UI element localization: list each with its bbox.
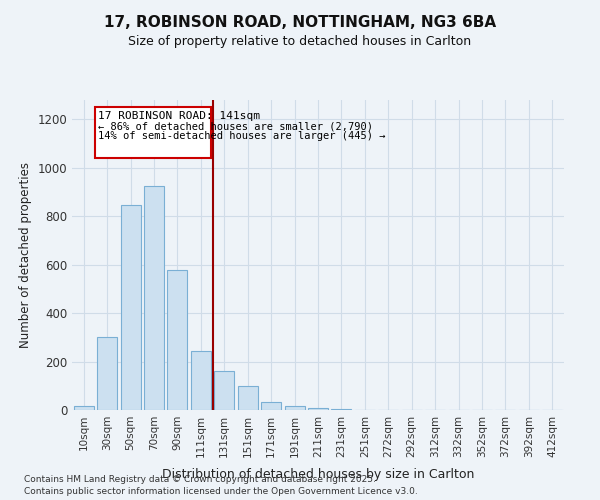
- Bar: [214, 371, 234, 410]
- Bar: [121, 206, 140, 410]
- Text: Size of property relative to detached houses in Carlton: Size of property relative to detached ho…: [128, 35, 472, 48]
- Y-axis label: Number of detached properties: Number of detached properties: [19, 162, 32, 348]
- Text: ← 86% of detached houses are smaller (2,790): ← 86% of detached houses are smaller (2,…: [98, 122, 373, 132]
- Bar: [167, 270, 187, 410]
- Bar: [97, 338, 117, 410]
- Text: 14% of semi-detached houses are larger (445) →: 14% of semi-detached houses are larger (…: [98, 132, 385, 141]
- Bar: [284, 406, 305, 410]
- X-axis label: Distribution of detached houses by size in Carlton: Distribution of detached houses by size …: [162, 468, 474, 481]
- Bar: [74, 406, 94, 410]
- Bar: [261, 402, 281, 410]
- Bar: [238, 386, 257, 410]
- Bar: [144, 186, 164, 410]
- Text: 17, ROBINSON ROAD, NOTTINGHAM, NG3 6BA: 17, ROBINSON ROAD, NOTTINGHAM, NG3 6BA: [104, 15, 496, 30]
- Text: Contains public sector information licensed under the Open Government Licence v3: Contains public sector information licen…: [24, 488, 418, 496]
- Bar: [308, 408, 328, 410]
- Text: Contains HM Land Registry data © Crown copyright and database right 2025.: Contains HM Land Registry data © Crown c…: [24, 475, 376, 484]
- Bar: [191, 350, 211, 410]
- Bar: [95, 108, 211, 158]
- Text: 17 ROBINSON ROAD: 141sqm: 17 ROBINSON ROAD: 141sqm: [98, 111, 260, 121]
